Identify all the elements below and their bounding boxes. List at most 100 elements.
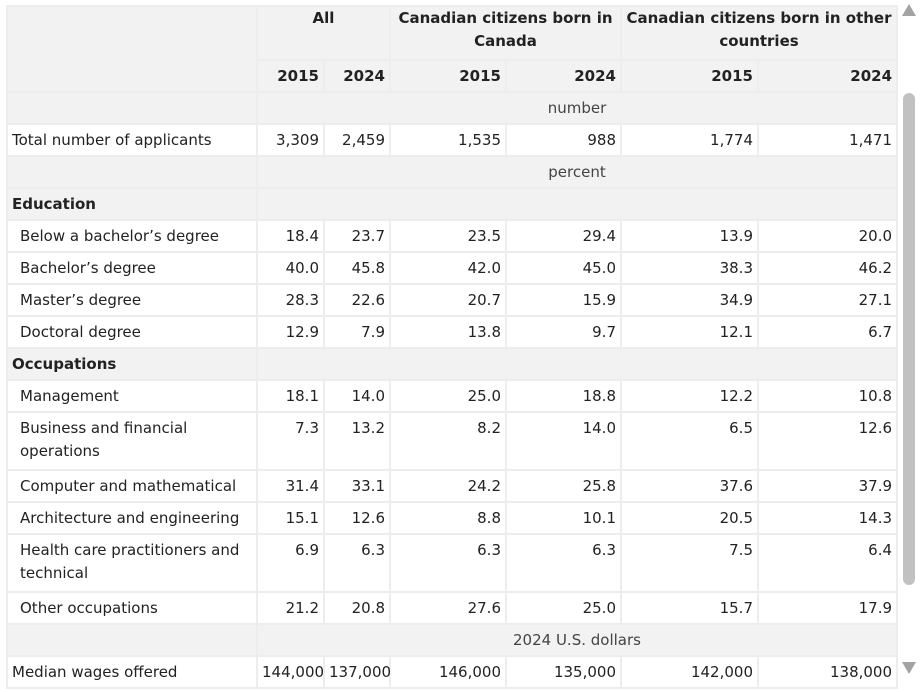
table-cell: 988 <box>505 123 622 157</box>
table-cell: 25.0 <box>389 379 507 413</box>
table-cell: 18.4 <box>256 219 325 253</box>
table-cell: 7.5 <box>620 533 759 593</box>
vertical-scrollbar[interactable] <box>900 0 922 692</box>
table-cell: 12.1 <box>620 315 759 349</box>
table-cell: 12.6 <box>323 501 391 535</box>
table-cell: 8.8 <box>389 501 507 535</box>
table-cell: 6.3 <box>389 533 507 593</box>
table-cell: 20.8 <box>323 591 391 625</box>
year-header: 2024 <box>756 59 898 93</box>
section-row: Occupations <box>6 347 898 381</box>
table-row: Other occupations 21.2 20.8 27.6 25.0 15… <box>6 591 898 625</box>
table-cell: 6.9 <box>256 533 325 593</box>
table-row: Total number of applicants 3,309 2,459 1… <box>6 123 898 157</box>
table-cell: 27.6 <box>389 591 507 625</box>
table-cell: 1,471 <box>756 123 898 157</box>
table-cell: 42.0 <box>389 251 507 285</box>
table-cell: 29.4 <box>505 219 622 253</box>
section-fill <box>255 347 898 381</box>
table-cell: 20.7 <box>389 283 507 317</box>
row-label: Master’s degree <box>6 283 258 317</box>
group-header-born-other: Canadian citizens born in other countrie… <box>619 5 898 61</box>
table-cell: 25.8 <box>505 469 622 503</box>
row-label: Total number of applicants <box>6 123 258 157</box>
unit-row: number <box>6 91 898 125</box>
table-cell: 12.2 <box>620 379 759 413</box>
table-cell: 8.2 <box>389 411 507 471</box>
data-table: All Canadian citizens born in Canada Can… <box>6 5 898 689</box>
unit-label-number: number <box>255 91 898 125</box>
row-label: Computer and mathematical <box>6 469 258 503</box>
table-row: Architecture and engineering 15.1 12.6 8… <box>6 501 898 535</box>
table-cell: 13.8 <box>389 315 507 349</box>
unit-label-dollars: 2024 U.S. dollars <box>255 623 898 657</box>
year-header: 2015 <box>620 59 759 93</box>
table-cell: 15.1 <box>256 501 325 535</box>
unit-label-percent: percent <box>255 155 898 189</box>
table-cell: 18.8 <box>505 379 622 413</box>
table-cell: 138,000 <box>756 655 898 689</box>
table-cell: 14.0 <box>505 411 622 471</box>
table-cell: 6.7 <box>756 315 898 349</box>
year-header: 2024 <box>323 59 391 93</box>
table-cell: 13.9 <box>620 219 759 253</box>
unit-row: percent <box>6 155 898 189</box>
row-label: Architecture and engineering <box>6 501 258 535</box>
table-cell: 27.1 <box>756 283 898 317</box>
table-row: Master’s degree 28.3 22.6 20.7 15.9 34.9… <box>6 283 898 317</box>
triangle-up-icon[interactable] <box>902 4 916 16</box>
table-cell: 45.0 <box>505 251 622 285</box>
group-header-row: All Canadian citizens born in Canada Can… <box>6 5 898 93</box>
table-cell: 20.5 <box>620 501 759 535</box>
table-cell: 12.9 <box>256 315 325 349</box>
table-cell: 46.2 <box>756 251 898 285</box>
section-title-occupations: Occupations <box>6 347 258 381</box>
table-cell: 28.3 <box>256 283 325 317</box>
group-header-born-canada: Canadian citizens born in Canada <box>389 5 622 61</box>
row-label: Median wages offered <box>6 655 258 689</box>
triangle-down-icon[interactable] <box>902 662 916 674</box>
table-cell: 1,535 <box>389 123 507 157</box>
scrollbar-thumb[interactable] <box>903 93 915 585</box>
table-cell: 142,000 <box>620 655 759 689</box>
row-label: Management <box>6 379 258 413</box>
table-cell: 15.7 <box>620 591 759 625</box>
year-header-row: 2015 2024 2015 2024 2015 2024 <box>7 59 898 93</box>
table-cell: 37.6 <box>620 469 759 503</box>
section-title-education: Education <box>6 187 258 221</box>
table-cell: 34.9 <box>620 283 759 317</box>
table-cell: 31.4 <box>256 469 325 503</box>
table-row: Health care practitioners and technical … <box>6 533 898 593</box>
table-cell: 21.2 <box>256 591 325 625</box>
table-cell: 6.4 <box>756 533 898 593</box>
table-cell: 18.1 <box>256 379 325 413</box>
year-header: 2024 <box>505 59 622 93</box>
table-cell: 6.5 <box>620 411 759 471</box>
table-cell: 137,000 <box>323 655 391 689</box>
section-row: Education <box>6 187 898 221</box>
table-cell: 135,000 <box>505 655 622 689</box>
row-label: Other occupations <box>6 591 258 625</box>
table-row: Computer and mathematical 31.4 33.1 24.2… <box>6 469 898 503</box>
table-cell: 144,000 <box>256 655 325 689</box>
row-label: Business and financial operations <box>6 411 258 471</box>
table-row: Median wages offered 144,000 137,000 146… <box>6 655 898 689</box>
table-cell: 13.2 <box>323 411 391 471</box>
table-row: Bachelor’s degree 40.0 45.8 42.0 45.0 38… <box>6 251 898 285</box>
table-viewport[interactable]: All Canadian citizens born in Canada Can… <box>0 0 898 692</box>
table-cell: 7.3 <box>256 411 325 471</box>
row-label: Below a bachelor’s degree <box>6 219 258 253</box>
table-cell: 25.0 <box>505 591 622 625</box>
table-cell: 17.9 <box>756 591 898 625</box>
table-cell: 6.3 <box>505 533 622 593</box>
row-label: Doctoral degree <box>6 315 258 349</box>
unit-row-label <box>6 91 258 125</box>
table-cell: 38.3 <box>620 251 759 285</box>
table-row: Below a bachelor’s degree 18.4 23.7 23.5… <box>6 219 898 253</box>
table-cell: 14.3 <box>756 501 898 535</box>
header-corner <box>6 5 258 93</box>
table-cell: 22.6 <box>323 283 391 317</box>
row-label: Bachelor’s degree <box>6 251 258 285</box>
table-row: Doctoral degree 12.9 7.9 13.8 9.7 12.1 6… <box>6 315 898 349</box>
unit-row-label <box>6 155 258 189</box>
